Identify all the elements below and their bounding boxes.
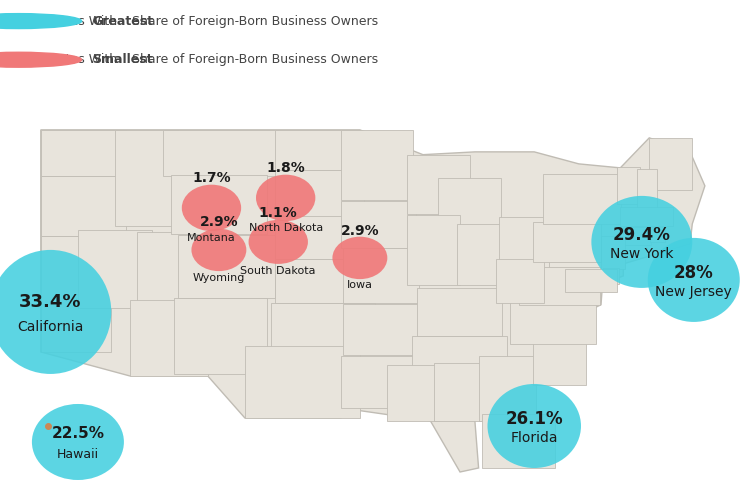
Bar [275, 170, 364, 217]
Text: 2.9%: 2.9% [200, 215, 238, 229]
Bar [637, 169, 657, 208]
Text: New Jersey: New Jersey [655, 285, 732, 299]
Bar [163, 130, 278, 176]
Text: Share of Foreign-Born Business Owners: Share of Foreign-Born Business Owners [128, 15, 378, 28]
Text: Montana: Montana [187, 233, 236, 243]
Bar [543, 174, 621, 224]
Bar [496, 259, 544, 303]
Bar [341, 201, 416, 248]
Bar [565, 269, 617, 292]
Bar [130, 300, 208, 376]
Bar [275, 216, 367, 259]
Text: 1.7%: 1.7% [192, 171, 231, 185]
Bar [617, 167, 640, 204]
Text: Wyoming: Wyoming [193, 273, 245, 283]
Ellipse shape [487, 384, 581, 468]
Text: 29.4%: 29.4% [613, 225, 671, 244]
Ellipse shape [249, 220, 308, 264]
Bar [499, 217, 549, 281]
Bar [533, 337, 586, 385]
Bar [620, 207, 673, 226]
Bar [115, 130, 178, 226]
Bar [271, 303, 375, 347]
Ellipse shape [191, 229, 246, 271]
Bar [275, 130, 360, 170]
Bar [178, 235, 275, 298]
Bar [510, 302, 596, 344]
Bar [275, 259, 370, 303]
Bar [623, 227, 651, 244]
Text: Greatest: Greatest [93, 15, 154, 28]
Circle shape [0, 14, 82, 28]
Bar [341, 130, 413, 200]
Bar [407, 215, 460, 285]
Text: California: California [17, 320, 84, 334]
Bar [171, 175, 267, 234]
Bar [482, 414, 555, 468]
Text: States With: States With [45, 15, 121, 28]
Text: States With: States With [45, 53, 121, 66]
Ellipse shape [32, 404, 124, 480]
Ellipse shape [182, 184, 241, 231]
Text: Hawaii: Hawaii [57, 448, 99, 461]
Bar [519, 267, 600, 305]
Bar [41, 236, 111, 352]
Text: Iowa: Iowa [347, 280, 373, 290]
Bar [78, 230, 152, 308]
Bar [649, 138, 692, 190]
Circle shape [0, 52, 82, 67]
Text: 33.4%: 33.4% [19, 293, 82, 311]
Text: Share of Foreign-Born Business Owners: Share of Foreign-Born Business Owners [128, 53, 378, 66]
Text: North Dakota: North Dakota [249, 223, 323, 233]
Bar [479, 356, 536, 421]
Bar [438, 178, 501, 226]
Text: Florida: Florida [510, 431, 558, 445]
Bar [341, 356, 416, 408]
Bar [41, 176, 126, 236]
Text: Smallest: Smallest [93, 53, 153, 66]
Text: 1.8%: 1.8% [266, 161, 305, 175]
Bar [603, 268, 619, 284]
Bar [343, 304, 421, 355]
Bar [533, 222, 601, 262]
Bar [650, 227, 665, 242]
Bar [457, 224, 502, 285]
Text: 22.5%: 22.5% [51, 427, 105, 442]
Bar [601, 236, 625, 269]
Bar [245, 346, 360, 418]
Ellipse shape [332, 237, 387, 279]
Ellipse shape [648, 238, 740, 322]
Bar [412, 336, 507, 381]
Bar [417, 288, 502, 336]
Bar [174, 298, 267, 374]
Bar [343, 248, 419, 303]
Polygon shape [41, 130, 705, 472]
Text: 28%: 28% [674, 264, 714, 282]
Ellipse shape [256, 175, 315, 221]
Text: New York: New York [610, 247, 674, 261]
Bar [41, 130, 126, 176]
Text: 1.1%: 1.1% [259, 206, 298, 220]
Ellipse shape [0, 250, 111, 374]
Bar [407, 155, 470, 214]
Ellipse shape [591, 196, 692, 288]
Text: 2.9%: 2.9% [341, 224, 379, 238]
Bar [434, 363, 482, 421]
Text: 26.1%: 26.1% [505, 410, 563, 428]
Bar [137, 232, 208, 302]
Text: South Dakota: South Dakota [240, 265, 316, 276]
Bar [387, 365, 439, 421]
